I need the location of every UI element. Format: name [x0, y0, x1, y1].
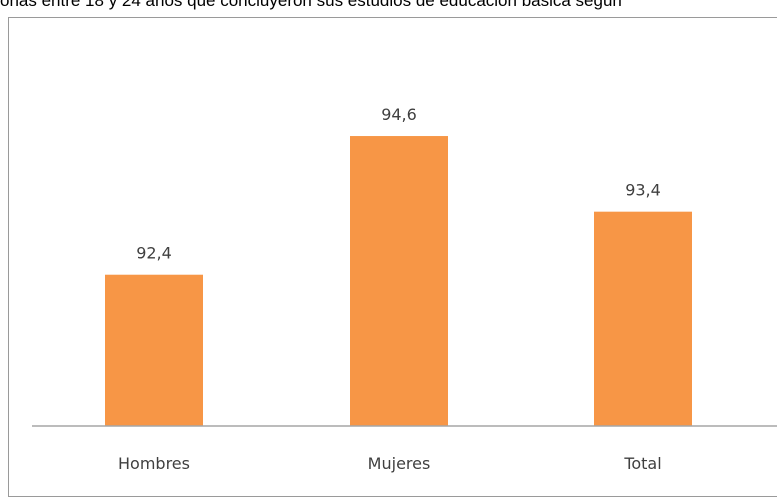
data-label-total: 93,4 — [625, 181, 661, 200]
labels-group: 92,4 Hombres 94,6 Mujeres 93,4 Total — [118, 105, 662, 473]
data-label-hombres: 92,4 — [136, 244, 172, 263]
x-tick-label-hombres: Hombres — [118, 454, 190, 473]
bar-mujeres — [350, 136, 448, 427]
chart-title: onas entre 18 y 24 años que concluyeron … — [0, 0, 622, 10]
x-tick-label-mujeres: Mujeres — [368, 454, 431, 473]
bar-total — [594, 211, 692, 426]
bar-chart: 92,4 Hombres 94,6 Mujeres 93,4 Total — [32, 105, 777, 473]
bar-hombres — [105, 274, 203, 426]
x-tick-label-total: Total — [623, 454, 661, 473]
data-label-mujeres: 94,6 — [381, 105, 417, 124]
bars-group — [105, 136, 692, 427]
